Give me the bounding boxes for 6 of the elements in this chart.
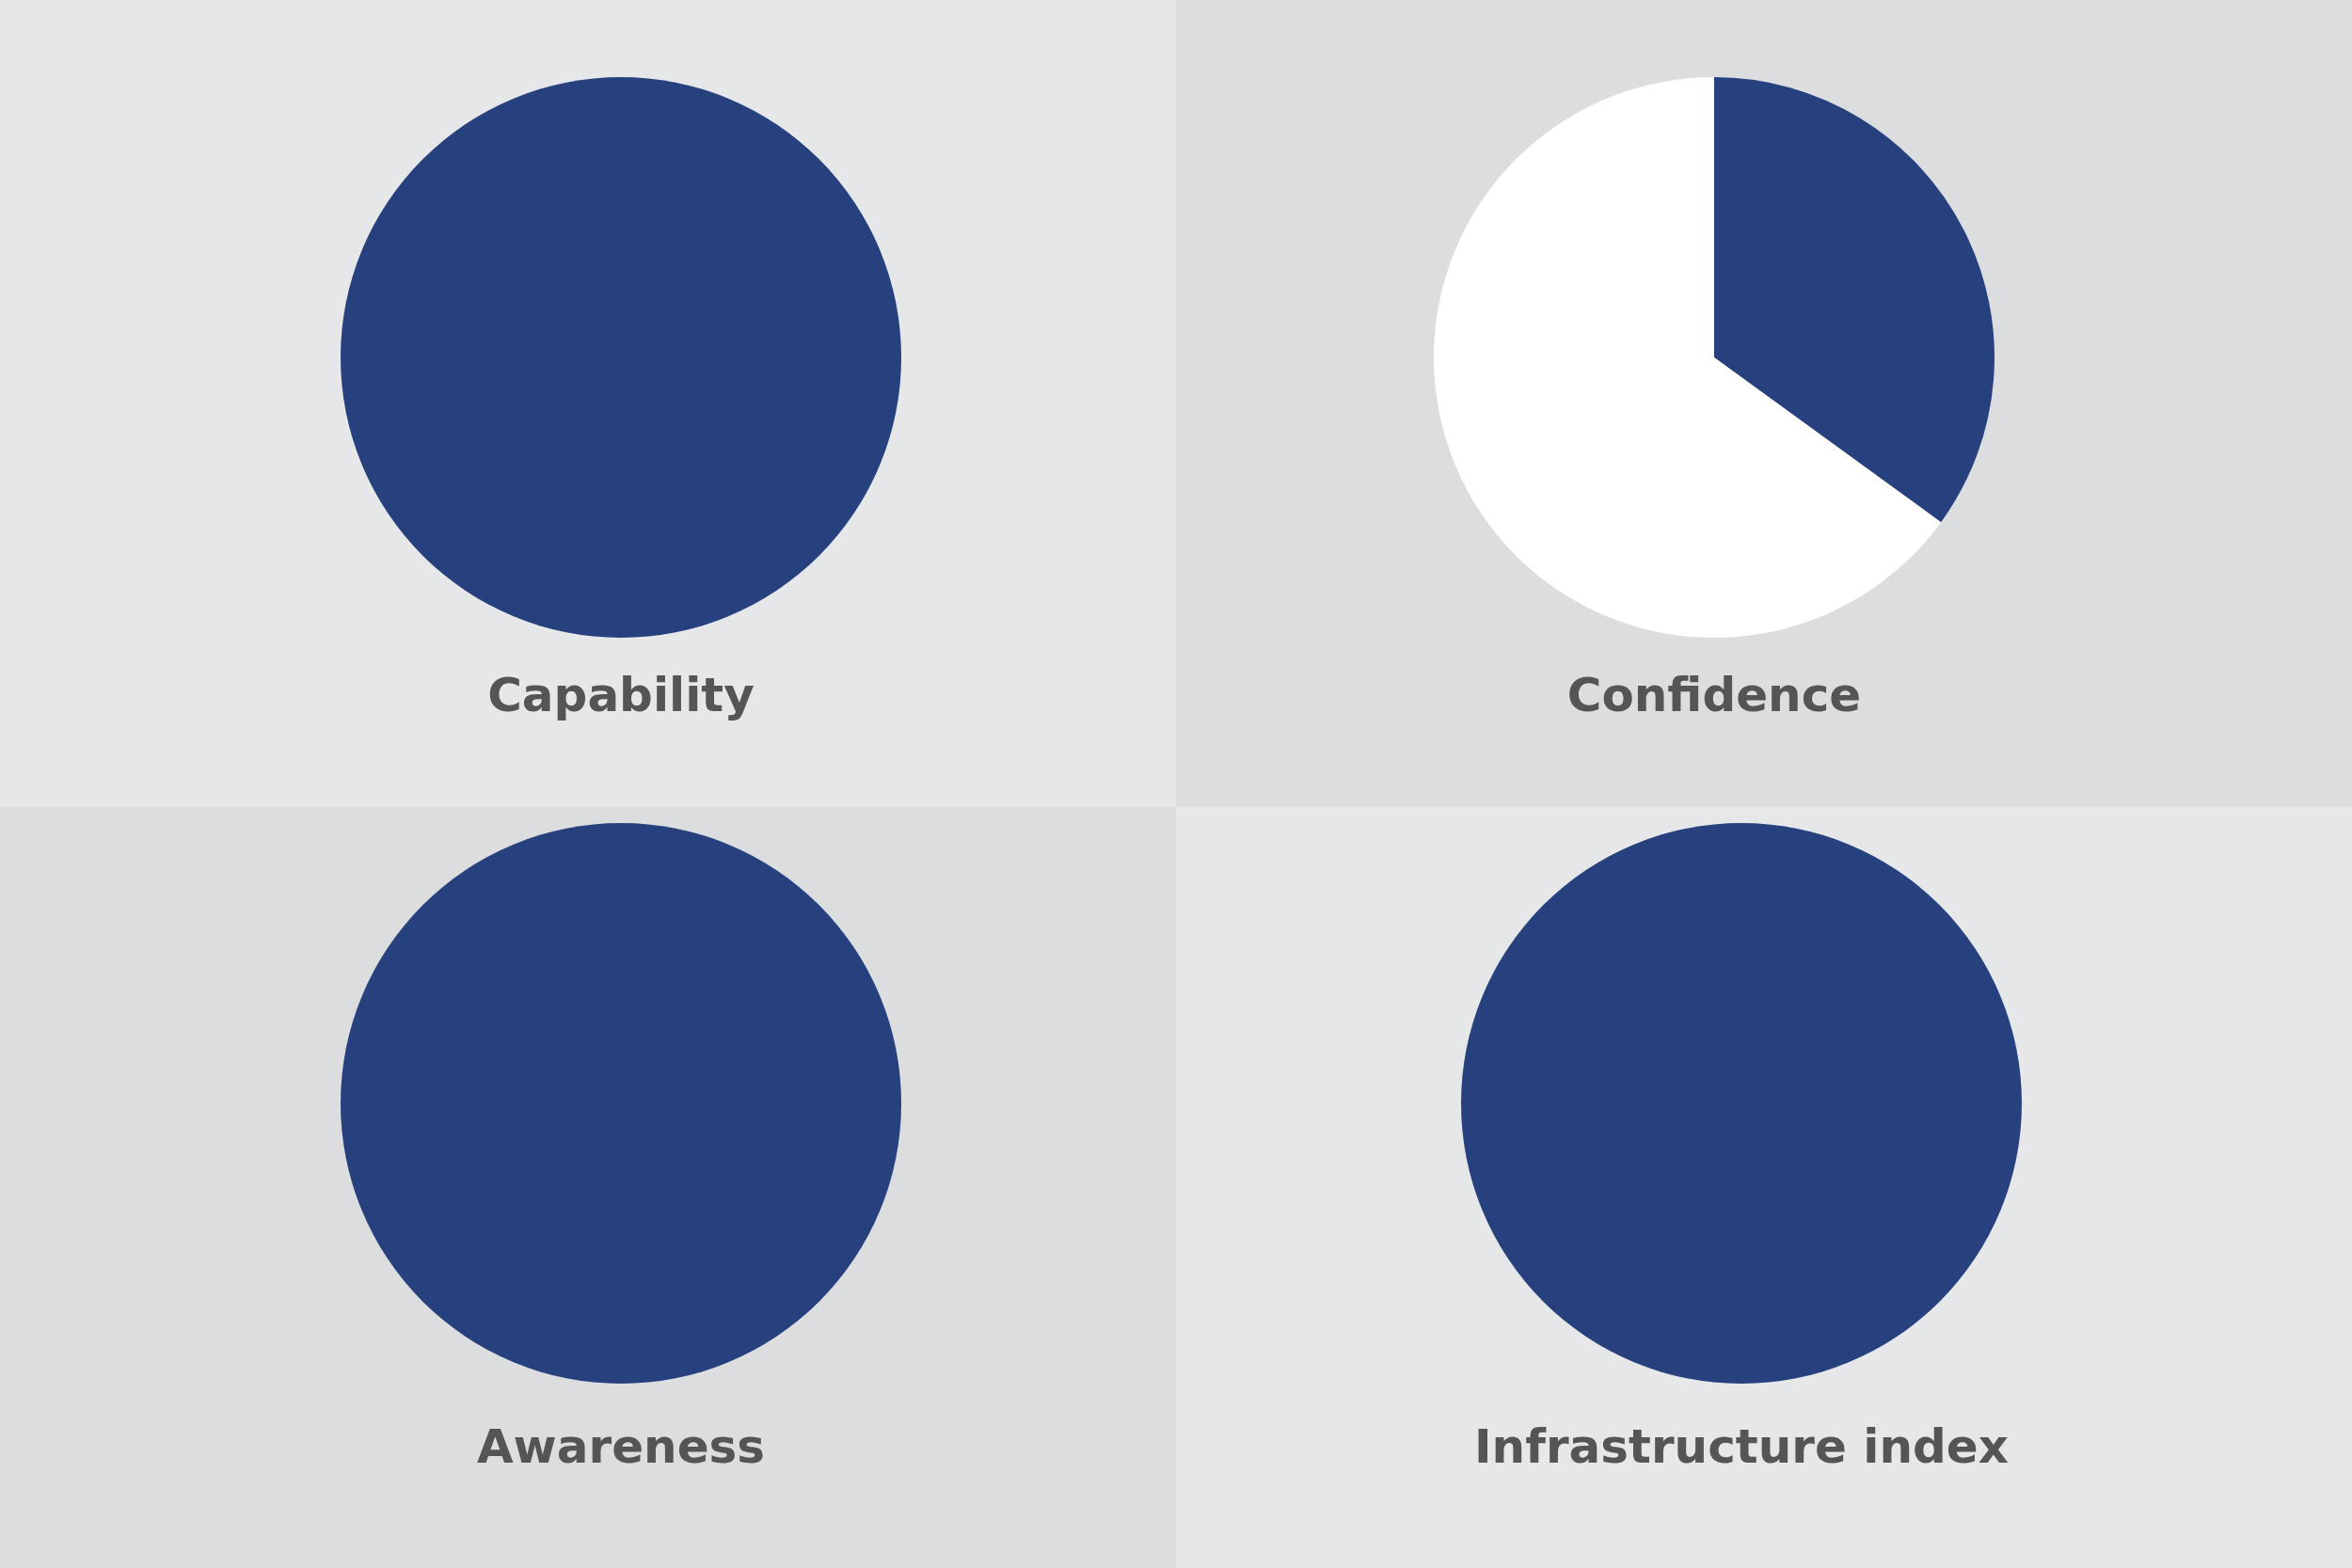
text: Confidence [1566, 668, 1862, 722]
pie-slice [1434, 77, 1942, 638]
pie-slice [1714, 77, 1994, 523]
text: Awareness [476, 1419, 766, 1474]
text: Capability [487, 668, 755, 722]
text: Infrastructure index [1473, 1419, 2010, 1474]
